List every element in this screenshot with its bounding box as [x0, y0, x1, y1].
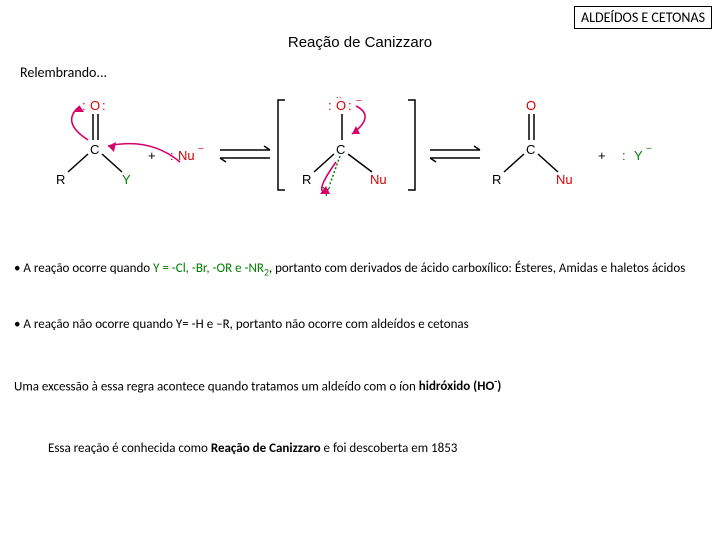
svg-text:C: C — [526, 142, 535, 157]
svg-text:+: + — [598, 148, 606, 163]
svg-text:C: C — [336, 142, 345, 157]
svg-text:R: R — [302, 172, 311, 187]
svg-text:R: R — [492, 172, 501, 187]
svg-text:−: − — [646, 144, 652, 155]
final-a: Essa reação é conhecida como — [48, 441, 211, 456]
svg-text:−: − — [198, 144, 204, 155]
svg-text:+: + — [148, 148, 156, 163]
svg-text::: : — [170, 148, 174, 163]
exception-c: ) — [497, 379, 501, 394]
final-b: Reação de Canizzaro — [211, 441, 321, 456]
page-title: Reação de Canizzaro — [0, 34, 720, 51]
header-badge: ALDEÍDOS E CETONAS — [574, 6, 712, 29]
bullet-1-y: Y = -Cl, -Br, -OR e -NR — [153, 261, 264, 276]
svg-text::: : — [348, 98, 352, 113]
exception-b: hidróxido (HO — [419, 379, 494, 394]
svg-text:O: O — [90, 98, 100, 113]
svg-text:Y: Y — [634, 148, 643, 163]
svg-text:C: C — [90, 142, 99, 157]
exception-line: Uma excessão à essa regra acontece quand… — [14, 376, 706, 396]
bullet-2: • A reação não ocorre quando Y= -H e –R,… — [14, 316, 706, 334]
svg-text:..: .. — [336, 92, 342, 101]
bullet-1: • A reação ocorre quando Y = -Cl, -Br, -… — [14, 260, 706, 280]
svg-text:R: R — [56, 172, 65, 187]
svg-text:Nu: Nu — [178, 148, 195, 163]
svg-text:O: O — [526, 98, 536, 113]
svg-text::: : — [622, 148, 626, 163]
svg-text::: : — [328, 98, 332, 113]
final-line: Essa reação é conhecida como Reação de C… — [48, 440, 688, 458]
reaction-mechanism-diagram: : O : C R Y + : Nu − : O : — [20, 92, 700, 217]
subtitle: Relembrando... — [20, 64, 107, 81]
exception-a: Uma excessão à essa regra acontece quand… — [14, 379, 419, 394]
bullet-1-a: • A reação ocorre quando — [14, 261, 153, 276]
svg-text:Nu: Nu — [370, 172, 387, 187]
bullet-1-b: , portanto com derivados de ácido carbox… — [269, 261, 685, 276]
svg-text:−: − — [356, 96, 362, 107]
final-c: e foi descoberta em 1853 — [321, 441, 458, 456]
svg-text::: : — [102, 98, 106, 113]
svg-text:Y: Y — [122, 172, 131, 187]
svg-text:Nu: Nu — [556, 172, 573, 187]
